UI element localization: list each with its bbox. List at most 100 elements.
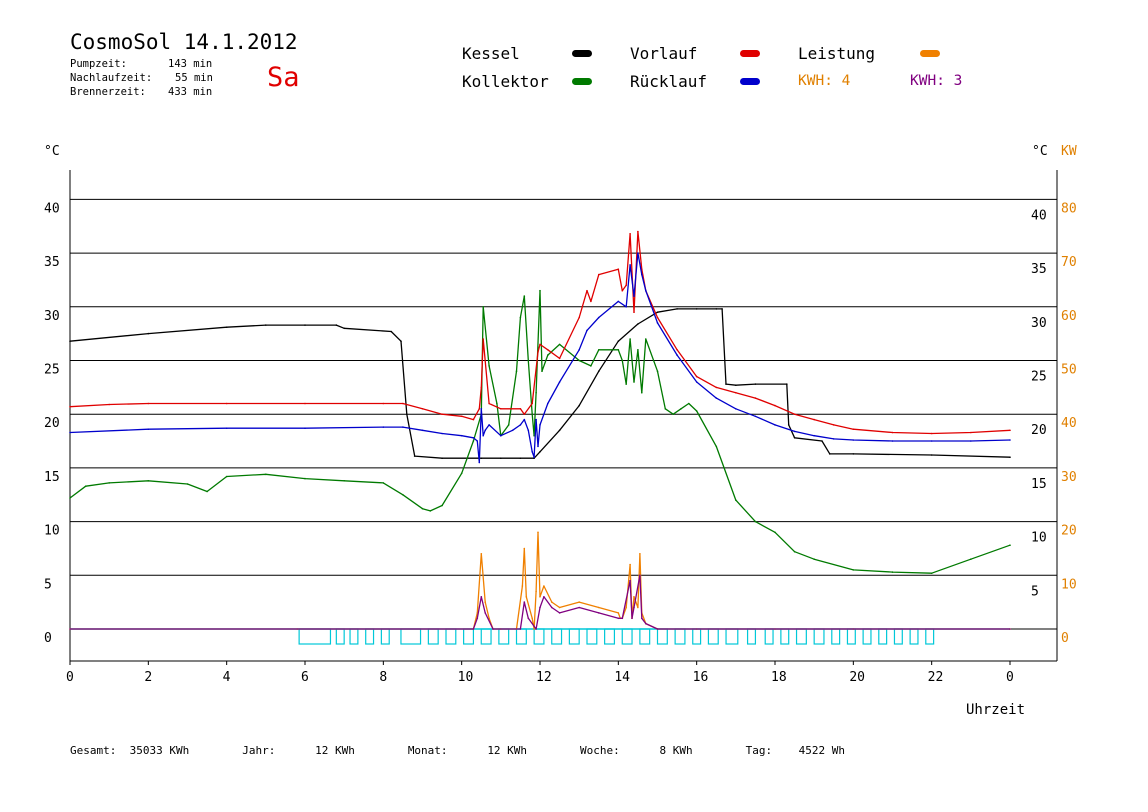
- point-kessel-14: [519, 457, 522, 460]
- series-line-leistung: [70, 531, 1010, 630]
- y-tick-left-0: 0: [44, 631, 52, 646]
- point-ruecklauf-45: [793, 430, 796, 433]
- point-kollektor-36: [598, 349, 600, 351]
- point-kwh_b-16: [617, 617, 620, 620]
- x-tick-14: 14: [614, 670, 630, 685]
- chart-lines: [69, 230, 1011, 630]
- point-kollektor-45: [656, 370, 659, 373]
- point-ruecklauf-15: [488, 424, 490, 426]
- point-vorlauf-14: [488, 402, 490, 405]
- weekday-label: Sa: [267, 62, 300, 93]
- point-kessel-20: [617, 340, 620, 343]
- point-kessel-34: [829, 453, 831, 455]
- stat-pumpzeit-value: 143 min: [168, 58, 213, 70]
- point-kollektor-40: [629, 338, 631, 340]
- pump-period-11: [515, 628, 527, 645]
- point-ruecklauf-9: [472, 437, 475, 439]
- pump-period-23: [725, 628, 739, 645]
- x-tick-8: 8: [379, 670, 387, 685]
- point-vorlauf-27: [617, 268, 620, 271]
- point-leistung-29: [633, 596, 635, 598]
- footer-stats: Gesamt: 35033 KWh Jahr: 12 KWh Monat: 12…: [70, 744, 845, 757]
- point-kessel-8: [400, 340, 402, 343]
- point-leistung-19: [551, 601, 553, 603]
- legend-kollektor-label: Kollektor: [462, 72, 549, 91]
- point-vorlauf-29: [625, 284, 627, 287]
- point-vorlauf-1: [108, 403, 110, 406]
- pump-period-20: [674, 628, 686, 645]
- point-kessel-19: [598, 370, 600, 373]
- stat-nachlaufzeit-label: Nachlaufzeit:: [70, 72, 153, 84]
- footer-monat-label: Monat:: [407, 744, 448, 757]
- chart-ticks: 0510152025303540510152025303540010203040…: [44, 201, 1077, 685]
- point-leistung-15: [535, 590, 537, 593]
- pump-period-19: [656, 628, 668, 645]
- point-kessel-16: [539, 451, 541, 453]
- point-kwh_b-3: [480, 596, 483, 598]
- pump-period-17: [621, 628, 633, 645]
- point-kessel-1: [147, 332, 150, 335]
- point-ruecklauf-30: [598, 316, 600, 319]
- point-ruecklauf-17: [511, 429, 514, 432]
- legend-kwh-a: KWH: 4: [798, 73, 851, 89]
- point-kollektor-9: [343, 480, 346, 482]
- point-ruecklauf-42: [735, 408, 737, 410]
- pump-period-31: [862, 628, 872, 645]
- point-vorlauf-31: [633, 311, 635, 314]
- point-leistung-20: [558, 606, 561, 609]
- point-vorlauf-19: [537, 351, 539, 353]
- y-tick-left-25: 25: [44, 363, 60, 378]
- point-vorlauf-49: [1009, 429, 1011, 432]
- point-kwh_b-1: [472, 628, 475, 630]
- point-kessel-25: [715, 308, 718, 310]
- point-kollektor-46: [664, 408, 667, 410]
- x-tick-16: 16: [693, 670, 709, 685]
- point-vorlauf-5: [382, 402, 385, 405]
- point-kollektor-7: [265, 473, 267, 476]
- pump-period-4: [380, 628, 390, 645]
- pump-period-15: [586, 628, 598, 645]
- point-kollektor-22: [507, 424, 510, 426]
- point-vorlauf-13: [482, 338, 485, 340]
- point-kollektor-25: [523, 295, 526, 297]
- y-tick-right-temp-30: 30: [1031, 316, 1047, 331]
- y-tick-right-power-30: 30: [1061, 470, 1077, 485]
- point-ruecklauf-5: [402, 426, 404, 428]
- point-kessel-17: [558, 429, 561, 432]
- series-line-kessel: [69, 308, 1011, 459]
- footer-woche-value: 8 KWh: [659, 744, 693, 757]
- point-kollektor-26: [527, 359, 530, 362]
- point-leistung-14: [533, 628, 535, 630]
- point-kollektor-44: [645, 338, 647, 340]
- point-kessel-9: [406, 413, 408, 416]
- point-ruecklauf-14: [484, 429, 487, 432]
- point-kessel-0: [69, 340, 71, 343]
- point-ruecklauf-20: [527, 429, 530, 432]
- point-kessel-21: [637, 323, 639, 325]
- point-leistung-11: [523, 547, 526, 550]
- point-kwh_b-12: [551, 606, 553, 609]
- x-tick-4: 4: [223, 670, 231, 685]
- point-kollektor-11: [402, 494, 404, 496]
- point-vorlauf-32: [637, 230, 639, 233]
- y-axis-label-right-temp: °C: [1032, 144, 1048, 159]
- point-kwh_b-20: [633, 606, 635, 609]
- point-kollektor-1: [84, 485, 87, 488]
- point-kollektor-4: [186, 483, 189, 485]
- point-ruecklauf-39: [676, 354, 678, 356]
- point-kessel-35: [852, 453, 855, 455]
- point-vorlauf-35: [656, 316, 659, 319]
- point-kollektor-23: [515, 370, 518, 373]
- point-kollektor-54: [774, 531, 776, 534]
- point-kwh_b-8: [527, 617, 530, 620]
- point-vorlauf-12: [480, 386, 483, 389]
- point-leistung-22: [598, 606, 600, 609]
- y-tick-right-power-40: 40: [1061, 416, 1077, 431]
- point-kollektor-2: [108, 482, 110, 484]
- point-kollektor-39: [625, 383, 627, 385]
- point-kwh_b-22: [641, 617, 643, 620]
- point-kollektor-24: [519, 316, 522, 319]
- point-vorlauf-48: [970, 431, 972, 434]
- stat-nachlaufzeit-value: 55 min: [175, 72, 213, 84]
- point-vorlauf-25: [590, 300, 592, 303]
